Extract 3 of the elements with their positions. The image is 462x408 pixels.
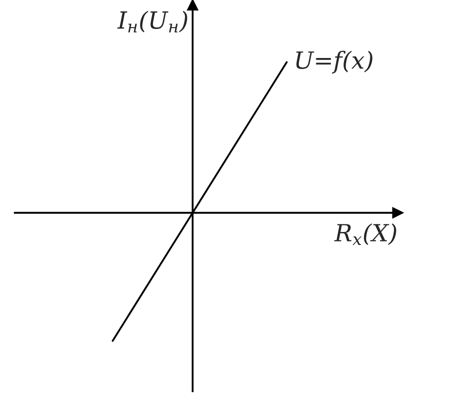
annotation: U=f(x) <box>296 50 372 74</box>
y-axis-title: I$_{н}$(U$_{н}$) <box>117 10 188 32</box>
x-axis-title: R$_{x}$(X) <box>334 223 396 245</box>
